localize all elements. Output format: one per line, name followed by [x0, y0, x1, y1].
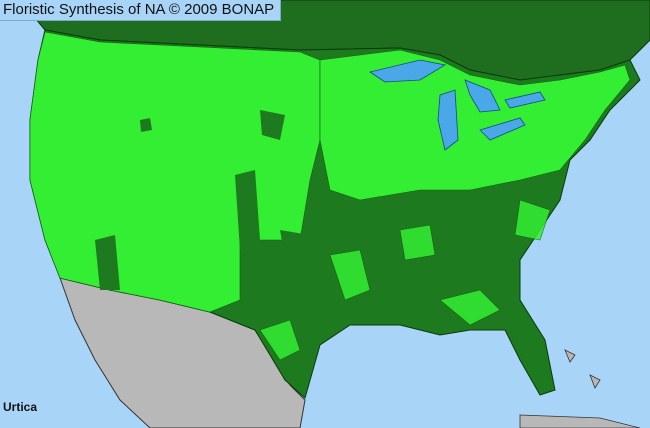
present-northeast — [319, 49, 631, 201]
present-scattered-south — [259, 199, 551, 361]
taxon-label: Urtica — [3, 400, 38, 414]
absent-patches — [95, 110, 310, 290]
great-lakes — [369, 59, 546, 151]
map-title: Floristic Synthesis of NA © 2009 BONAP — [0, 0, 282, 21]
caribbean-islands — [519, 349, 641, 428]
